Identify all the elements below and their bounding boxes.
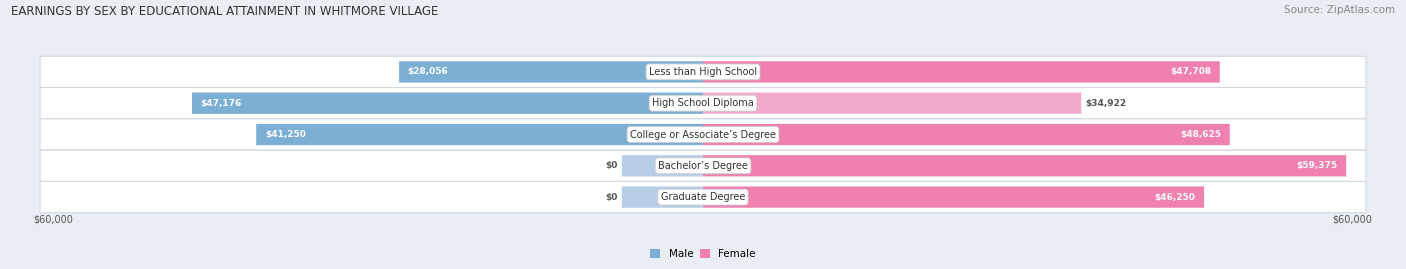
Text: Graduate Degree: Graduate Degree [661,192,745,202]
FancyBboxPatch shape [39,56,1367,87]
FancyBboxPatch shape [703,124,1230,145]
Text: EARNINGS BY SEX BY EDUCATIONAL ATTAINMENT IN WHITMORE VILLAGE: EARNINGS BY SEX BY EDUCATIONAL ATTAINMEN… [11,5,439,18]
FancyBboxPatch shape [703,93,1081,114]
Text: High School Diploma: High School Diploma [652,98,754,108]
FancyBboxPatch shape [193,93,703,114]
FancyBboxPatch shape [703,61,1220,83]
FancyBboxPatch shape [39,150,1367,182]
Text: $47,708: $47,708 [1170,68,1211,76]
Text: $47,176: $47,176 [201,99,242,108]
FancyBboxPatch shape [39,119,1367,150]
Text: $34,922: $34,922 [1085,99,1126,108]
Text: $48,625: $48,625 [1180,130,1220,139]
FancyBboxPatch shape [39,87,1367,119]
Text: Bachelor’s Degree: Bachelor’s Degree [658,161,748,171]
Text: $60,000: $60,000 [34,215,73,225]
Text: $59,375: $59,375 [1296,161,1337,170]
FancyBboxPatch shape [621,155,703,176]
Text: Less than High School: Less than High School [650,67,756,77]
Text: $0: $0 [605,193,617,201]
Text: $60,000: $60,000 [1333,215,1372,225]
FancyBboxPatch shape [399,61,703,83]
Legend: Male, Female: Male, Female [645,245,761,264]
Text: $0: $0 [605,161,617,170]
Text: $41,250: $41,250 [264,130,305,139]
FancyBboxPatch shape [703,155,1346,176]
Text: $28,056: $28,056 [408,68,449,76]
FancyBboxPatch shape [39,182,1367,213]
FancyBboxPatch shape [256,124,703,145]
FancyBboxPatch shape [703,186,1204,208]
Text: College or Associate’s Degree: College or Associate’s Degree [630,129,776,140]
Text: $46,250: $46,250 [1154,193,1195,201]
Text: Source: ZipAtlas.com: Source: ZipAtlas.com [1284,5,1395,15]
FancyBboxPatch shape [621,186,703,208]
